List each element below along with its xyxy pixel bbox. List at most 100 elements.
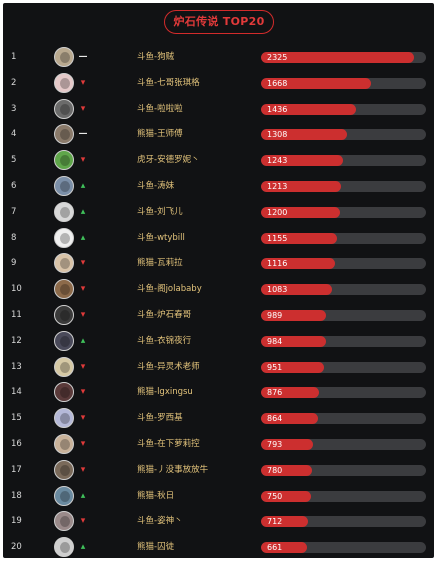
- table-row[interactable]: 4 — 熊猫-王师傅 1308: [3, 121, 434, 148]
- score-bar-fill: [261, 490, 311, 502]
- score-bar-fill: [261, 542, 307, 554]
- avatar[interactable]: [54, 279, 74, 300]
- streamer-name[interactable]: 虎牙-安德罗妮丶: [137, 155, 200, 166]
- streamer-name[interactable]: 斗鱼-炉石春哥: [137, 310, 192, 320]
- avatar-face-icon: [60, 232, 70, 244]
- table-row[interactable]: 20 ▴ 熊猫-囚徒 661: [3, 534, 434, 558]
- table-row[interactable]: 16 ▾ 斗鱼-在下萝莉控 793: [3, 431, 434, 458]
- table-row[interactable]: 2 ▾ 斗鱼-七哥张琪格 1668: [3, 70, 434, 97]
- avatar[interactable]: [54, 459, 74, 480]
- avatar[interactable]: [54, 356, 74, 377]
- score-value: 712: [267, 517, 283, 527]
- avatar[interactable]: [54, 537, 74, 558]
- score-value: 780: [267, 465, 283, 475]
- streamer-name[interactable]: 熊猫-瓦莉拉: [137, 258, 183, 269]
- avatar-face-icon: [60, 335, 70, 347]
- streamer-name[interactable]: 熊猫-丿没事放放牛: [137, 464, 209, 475]
- streamer-name[interactable]: 斗鱼-涛妹: [137, 181, 175, 191]
- score-value: 951: [267, 362, 283, 372]
- streamer-name[interactable]: 斗鱼-wtybill: [137, 232, 185, 243]
- score-value: 1200: [267, 207, 288, 217]
- table-row[interactable]: 13 ▾ 斗鱼-异灵术老师 951: [3, 354, 434, 381]
- score-bar: 989: [261, 310, 426, 321]
- streamer-name[interactable]: 斗鱼-七哥张琪格: [137, 77, 200, 88]
- table-row[interactable]: 10 ▾ 斗鱼-阁jolababy 1083: [3, 276, 434, 303]
- header: 炉石传说 TOP20: [3, 3, 434, 41]
- avatar-face-icon: [60, 155, 70, 167]
- trend-down-icon: ▾: [80, 387, 86, 398]
- streamer-name[interactable]: 斗鱼-姿神丶: [137, 516, 183, 527]
- trend-down-icon: ▾: [80, 413, 86, 424]
- score-bar-fill: [261, 439, 314, 450]
- avatar[interactable]: [54, 98, 74, 119]
- streamer-name[interactable]: 斗鱼-衣锦夜行: [137, 335, 192, 346]
- trend-down-icon: ▾: [80, 258, 86, 269]
- avatar[interactable]: [54, 330, 74, 351]
- score-bar: 876: [261, 387, 426, 399]
- table-row[interactable]: 8 ▴ 斗鱼-wtybill 1155: [3, 225, 434, 252]
- table-row[interactable]: 11 ▾ 斗鱼-炉石春哥 989: [3, 302, 434, 329]
- table-row[interactable]: 12 ▴ 斗鱼-衣锦夜行 984: [3, 328, 434, 355]
- trend-same-icon: —: [78, 129, 88, 140]
- rank-number: 11: [11, 310, 22, 320]
- avatar[interactable]: [54, 485, 74, 506]
- avatar[interactable]: [54, 408, 74, 429]
- streamer-name[interactable]: 斗鱼-啦啦啦: [137, 103, 183, 114]
- avatar-face-icon: [60, 490, 70, 502]
- streamer-name[interactable]: 熊猫-lgxingsu: [137, 387, 193, 398]
- rank-number: 18: [11, 490, 22, 501]
- avatar[interactable]: [54, 253, 74, 274]
- avatar-face-icon: [60, 77, 70, 89]
- score-value: 984: [267, 336, 283, 346]
- avatar-face-icon: [60, 464, 70, 476]
- table-row[interactable]: 18 ▴ 熊猫-秋日 750: [3, 483, 434, 510]
- streamer-name[interactable]: 熊猫-秋日: [137, 490, 175, 501]
- avatar[interactable]: [54, 72, 74, 93]
- table-row[interactable]: 14 ▾ 熊猫-lgxingsu 876: [3, 379, 434, 406]
- score-value: 1213: [267, 182, 288, 191]
- rank-number: 19: [11, 516, 22, 527]
- avatar[interactable]: [54, 305, 74, 325]
- table-row[interactable]: 7 ▴ 斗鱼-刘飞儿 1200: [3, 199, 434, 226]
- avatar[interactable]: [54, 511, 74, 532]
- rank-number: 1: [11, 52, 17, 62]
- streamer-name[interactable]: 斗鱼-在下萝莉控: [137, 439, 200, 449]
- streamer-name[interactable]: 斗鱼-刘飞儿: [137, 206, 183, 217]
- avatar[interactable]: [54, 227, 74, 248]
- table-row[interactable]: 19 ▾ 斗鱼-姿神丶 712: [3, 508, 434, 535]
- avatar[interactable]: [54, 124, 74, 145]
- streamer-name[interactable]: 斗鱼-狗贼: [137, 52, 175, 62]
- table-row[interactable]: 5 ▾ 虎牙-安德罗妮丶 1243: [3, 147, 434, 174]
- trend-up-icon: ▴: [80, 490, 86, 501]
- score-bar-fill: [261, 387, 319, 399]
- table-row[interactable]: 3 ▾ 斗鱼-啦啦啦 1436: [3, 96, 434, 123]
- avatar[interactable]: [54, 201, 74, 222]
- rank-number: 20: [11, 542, 22, 553]
- streamer-name[interactable]: 斗鱼-异灵术老师: [137, 361, 200, 372]
- table-row[interactable]: 1 — 斗鱼-狗贼 2325: [3, 44, 434, 71]
- avatar-face-icon: [60, 129, 70, 141]
- score-bar: 1243: [261, 155, 426, 167]
- table-row[interactable]: 9 ▾ 熊猫-瓦莉拉 1116: [3, 250, 434, 277]
- streamer-name[interactable]: 熊猫-囚徒: [137, 542, 175, 553]
- score-value: 876: [267, 388, 283, 398]
- streamer-name[interactable]: 斗鱼-罗西基: [137, 413, 183, 424]
- score-value: 1116: [267, 259, 288, 269]
- trend-down-icon: ▾: [80, 361, 86, 372]
- trend-up-icon: ▴: [80, 335, 86, 346]
- avatar[interactable]: [54, 47, 74, 67]
- avatar[interactable]: [54, 150, 74, 171]
- score-bar: 951: [261, 361, 426, 373]
- streamer-name[interactable]: 斗鱼-阁jolababy: [137, 284, 202, 295]
- table-row[interactable]: 17 ▾ 熊猫-丿没事放放牛 780: [3, 457, 434, 484]
- avatar[interactable]: [54, 382, 74, 403]
- score-bar: 2325: [261, 52, 426, 63]
- score-bar-fill: [261, 77, 372, 89]
- avatar[interactable]: [54, 176, 74, 196]
- avatar[interactable]: [54, 434, 74, 454]
- score-bar-fill: [261, 413, 319, 425]
- table-row[interactable]: 15 ▾ 斗鱼-罗西基 864: [3, 405, 434, 432]
- streamer-name[interactable]: 熊猫-王师傅: [137, 129, 183, 140]
- avatar-face-icon: [60, 413, 70, 425]
- table-row[interactable]: 6 ▴ 斗鱼-涛妹 1213: [3, 173, 434, 200]
